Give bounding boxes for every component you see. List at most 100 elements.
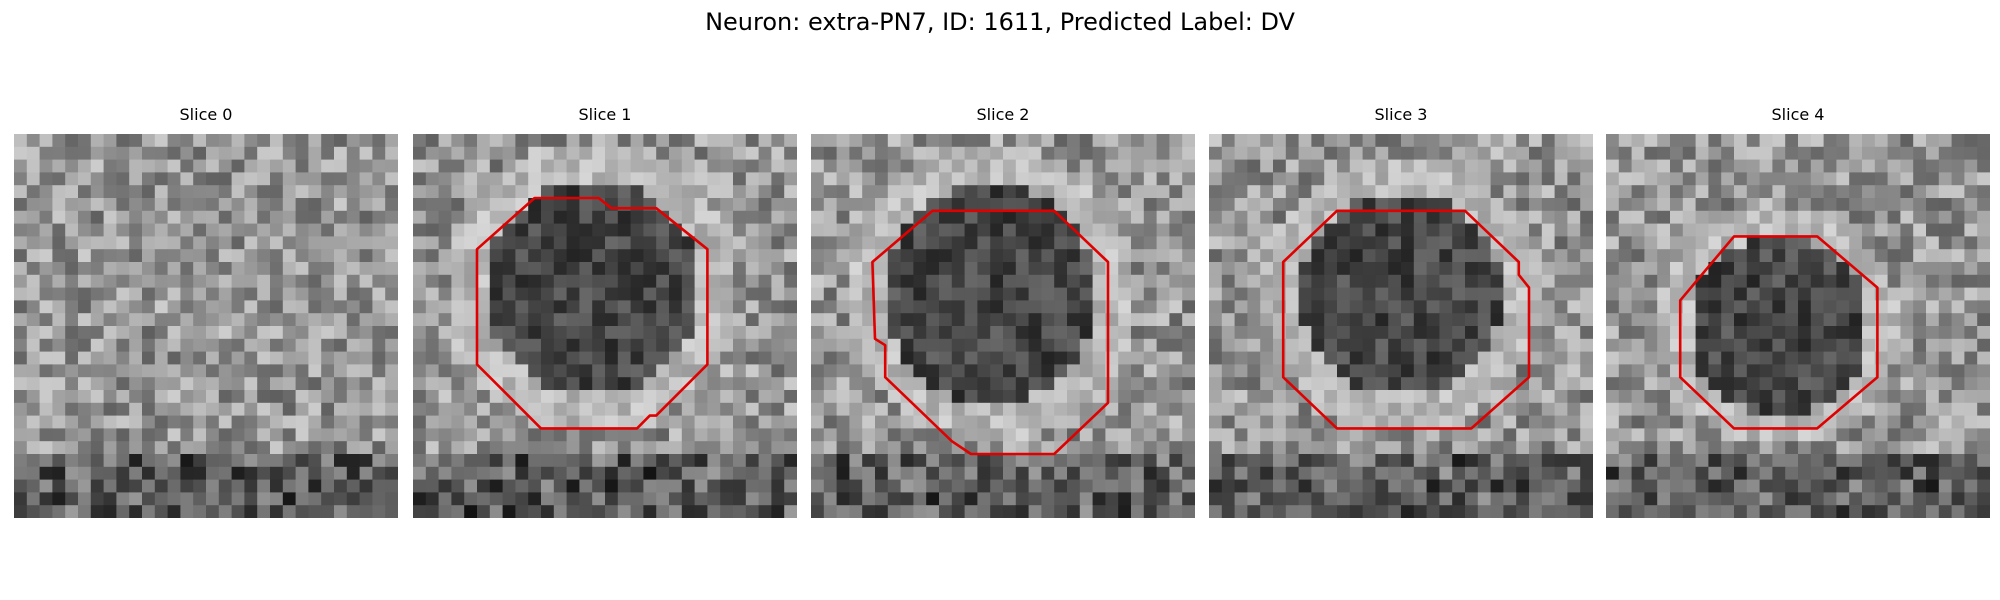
pixel: [528, 313, 542, 327]
pixel: [553, 249, 567, 263]
pixel: [282, 185, 296, 199]
pixel: [1618, 479, 1632, 493]
pixel: [656, 351, 670, 365]
pixel: [707, 134, 721, 148]
pixel: [1067, 338, 1081, 352]
pixel: [90, 351, 104, 365]
pixel: [346, 326, 360, 340]
pixel: [1169, 338, 1183, 352]
pixel: [90, 172, 104, 186]
pixel: [1131, 249, 1145, 263]
pixel: [1209, 441, 1223, 455]
pixel: [862, 249, 876, 263]
pixel: [1131, 210, 1145, 224]
pixel: [745, 146, 759, 160]
pixel: [875, 492, 889, 506]
pixel: [823, 274, 837, 288]
pixel: [1887, 287, 1901, 301]
pixel: [1311, 236, 1325, 250]
pixel: [1452, 236, 1466, 250]
pixel: [605, 492, 619, 506]
pixel: [964, 134, 978, 148]
pixel: [887, 505, 901, 518]
pixel: [1516, 223, 1530, 237]
pixel: [1388, 415, 1402, 429]
pixel: [193, 274, 207, 288]
pixel: [951, 146, 965, 160]
pixel: [1349, 313, 1363, 327]
pixel: [1900, 441, 1914, 455]
pixel: [1631, 223, 1645, 237]
pixel: [218, 300, 232, 314]
pixel: [720, 249, 734, 263]
pixel: [1247, 198, 1261, 212]
pixel: [1772, 262, 1786, 276]
pixel: [1413, 134, 1427, 148]
pixel: [477, 223, 491, 237]
pixel: [1285, 313, 1299, 327]
pixel: [643, 402, 657, 416]
pixel: [129, 428, 143, 442]
pixel: [977, 223, 991, 237]
pixel: [1118, 210, 1132, 224]
pixel: [1529, 210, 1543, 224]
pixel: [745, 313, 759, 327]
pixel: [707, 492, 721, 506]
pixel: [1298, 377, 1312, 391]
pixel: [862, 466, 876, 480]
pixel: [1964, 505, 1978, 518]
pixel: [1887, 454, 1901, 468]
pixel: [1221, 492, 1235, 506]
pixel: [1477, 300, 1491, 314]
pixel: [1221, 300, 1235, 314]
pixel: [1708, 274, 1722, 288]
pixel: [1836, 364, 1850, 378]
pixel: [1823, 479, 1837, 493]
pixel: [1413, 364, 1427, 378]
pixel: [823, 428, 837, 442]
pixel: [579, 198, 593, 212]
pixel: [451, 441, 465, 455]
pixel: [1221, 326, 1235, 340]
pixel: [630, 492, 644, 506]
pixel: [1926, 402, 1940, 416]
pixel: [413, 313, 427, 327]
pixel: [1426, 146, 1440, 160]
pixel: [1951, 428, 1965, 442]
pixel: [1118, 326, 1132, 340]
pixel: [1003, 454, 1017, 468]
pixel: [1503, 479, 1517, 493]
pixel: [1516, 146, 1530, 160]
pixel: [1465, 441, 1479, 455]
pixel: [90, 287, 104, 301]
pixel: [1721, 492, 1735, 506]
pixel: [951, 236, 965, 250]
pixel: [346, 172, 360, 186]
pixel: [244, 466, 258, 480]
pixel: [926, 492, 940, 506]
pixel: [1131, 505, 1145, 518]
pixel: [1823, 505, 1837, 518]
pixel: [1631, 249, 1645, 263]
pixel: [1118, 249, 1132, 263]
pixel: [1977, 210, 1990, 224]
pixel: [1337, 313, 1351, 327]
pixel: [541, 172, 555, 186]
pixel: [1785, 172, 1799, 186]
pixel: [244, 134, 258, 148]
pixel: [295, 492, 309, 506]
pixel: [1247, 454, 1261, 468]
pixel: [244, 338, 258, 352]
pixel: [1938, 402, 1952, 416]
pixel: [990, 134, 1004, 148]
pixel: [617, 223, 631, 237]
pixel: [951, 402, 965, 416]
pixel: [1413, 338, 1427, 352]
pixel: [862, 351, 876, 365]
pixel: [1452, 390, 1466, 404]
pixel: [1618, 210, 1632, 224]
pixel: [1951, 313, 1965, 327]
pixel: [1541, 146, 1555, 160]
pixel: [1285, 441, 1299, 455]
pixel: [1772, 249, 1786, 263]
